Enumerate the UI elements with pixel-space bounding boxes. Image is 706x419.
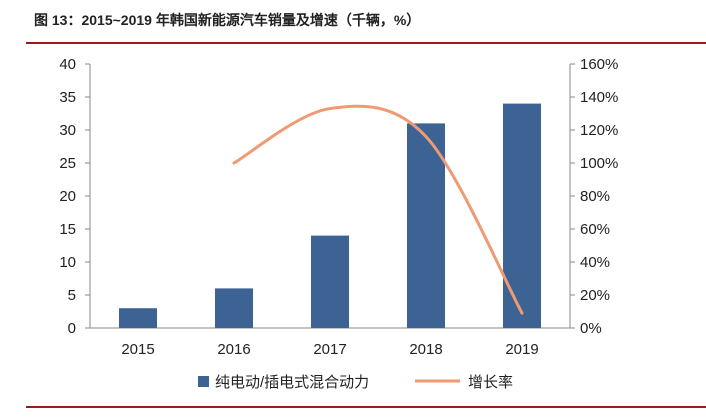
legend-bar-swatch [198, 376, 209, 387]
y-tick-label: 0 [68, 320, 76, 337]
x-tick-label: 2019 [505, 341, 538, 358]
y2-tick-label: 120% [580, 122, 618, 139]
x-tick-label: 2015 [121, 341, 154, 358]
bottom-rule [26, 406, 706, 408]
title-rule [26, 42, 706, 44]
y-tick-label: 25 [59, 155, 76, 172]
y-tick-label: 35 [59, 89, 76, 106]
y-tick-label: 10 [59, 254, 76, 271]
y-tick-label: 30 [59, 122, 76, 139]
y2-tick-label: 20% [580, 287, 610, 304]
y-tick-label: 15 [59, 221, 76, 238]
y-tick-label: 20 [59, 188, 76, 205]
y2-tick-label: 100% [580, 155, 618, 172]
x-tick-label: 2016 [217, 341, 250, 358]
bar-2018 [407, 123, 445, 329]
x-tick-label: 2018 [409, 341, 442, 358]
growth-line [232, 104, 524, 315]
bar-2017 [311, 235, 349, 328]
x-tick-label: 2017 [313, 341, 346, 358]
y-tick-label: 40 [59, 56, 76, 73]
y2-tick-label: 140% [580, 89, 618, 106]
y2-tick-label: 80% [580, 188, 610, 205]
legend-bar-label: 纯电动/插电式混合动力 [215, 374, 369, 391]
chart-title: 图 13：2015~2019 年韩国新能源汽车销量及增速（千辆，%） [34, 12, 421, 28]
bar-2019 [503, 103, 541, 328]
y2-tick-label: 60% [580, 221, 610, 238]
bar-2016 [215, 288, 253, 328]
y2-tick-label: 40% [580, 254, 610, 271]
legend-line-label: 增长率 [468, 374, 513, 391]
y-tick-label: 5 [68, 287, 76, 304]
y2-tick-label: 160% [580, 56, 618, 73]
y2-tick-label: 0% [580, 320, 602, 337]
bar-2015 [119, 308, 157, 328]
